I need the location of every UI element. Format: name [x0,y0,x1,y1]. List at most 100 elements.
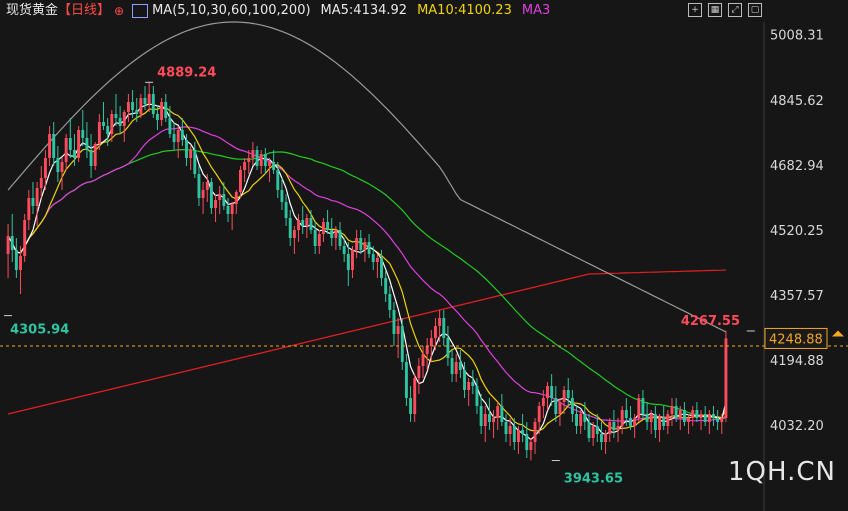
candle-body [263,154,267,166]
candle-body [276,170,280,190]
candle-body [587,422,591,438]
candle-body [699,414,703,418]
candle-body [413,378,417,414]
candle-body [429,338,433,346]
candle-body [641,398,645,414]
candle-body [102,122,105,126]
ma5-value: MA5:4134.92 [320,3,408,18]
candle [471,370,475,394]
price-axis: 5008.31 4845.62 4682.94 4520.25 4357.57 4194.… [763,22,824,511]
candle-body [85,138,89,150]
candle [135,98,139,122]
candle [716,410,720,430]
candle [280,178,284,210]
candle-body [363,242,367,250]
add-circle-icon[interactable]: ⊕ [114,4,125,18]
candle [496,402,500,430]
candle-body [39,178,43,188]
candle [56,146,60,182]
candle [546,382,549,410]
candle-body [338,230,342,246]
candle [272,150,276,174]
candle [662,406,666,430]
candle-body [658,418,661,430]
expand-icon[interactable]: ⤢ [728,3,742,17]
candle-body [280,190,284,202]
candle-body [259,154,263,166]
candle-body [48,134,52,158]
candle [359,230,363,254]
candle [27,190,31,230]
candle [263,148,267,174]
candle-body [550,386,554,398]
candle-body [334,230,338,238]
candle [297,214,300,242]
fullscreen-icon[interactable]: ▢ [748,3,762,17]
candle-body [97,122,101,144]
candle [172,122,176,150]
instrument-title[interactable]: 现货黄金 [6,3,59,18]
candle-body [151,94,155,114]
candle [85,122,89,158]
candle [649,410,653,434]
ma100-line [7,21,727,333]
candle-body [575,414,578,426]
candle [81,110,85,146]
candle-body [720,418,724,422]
candle-body [355,238,359,250]
candle [180,118,184,146]
candle [118,106,122,134]
candle [554,386,558,422]
candle-body [230,204,234,214]
candle [500,394,504,426]
candle [346,242,350,286]
last-price-marker [832,330,844,337]
candle-body [89,150,93,166]
candle [60,158,64,190]
candle [678,406,682,430]
candle [417,358,421,394]
price-annotations: 4248.88 4889.24 4305.94 3943.65 4267.55 [0,65,848,487]
candle [342,238,346,262]
candle [400,318,404,370]
candle-body [388,294,392,310]
candle [409,386,413,422]
candle-body [106,126,110,134]
candle-body [504,422,508,434]
candle [226,198,230,222]
candle-body [583,414,587,422]
candle [243,158,247,182]
candle [512,418,516,450]
candle-body [492,418,496,422]
candle-body [612,422,616,430]
candle-body [160,102,164,120]
candle [313,222,317,254]
indicator-icon[interactable] [132,4,149,18]
candle [251,142,255,166]
candle [620,406,624,434]
candle [23,214,27,262]
candle [10,214,14,262]
candle [284,194,288,226]
y-tick-label: 4520.25 [770,224,824,239]
candle-body [599,434,603,442]
candle [321,218,325,242]
candle-body [14,250,18,270]
ma-params-label[interactable]: MA(5,10,30,60,100,200) [152,3,311,18]
grid-icon[interactable]: ▦ [708,3,722,17]
candle [541,390,545,418]
candle-body [434,326,437,338]
candle-body [247,158,251,162]
candle [185,134,188,166]
candle-body [562,390,566,402]
candle [48,126,52,166]
candles [6,82,728,461]
candle-body [512,426,516,442]
candle [517,426,520,454]
crosshair-icon[interactable]: + [688,3,702,17]
candle [234,190,238,214]
candle [612,410,616,438]
candle [533,418,537,454]
period-selector[interactable]: 【日线】 [58,3,111,18]
